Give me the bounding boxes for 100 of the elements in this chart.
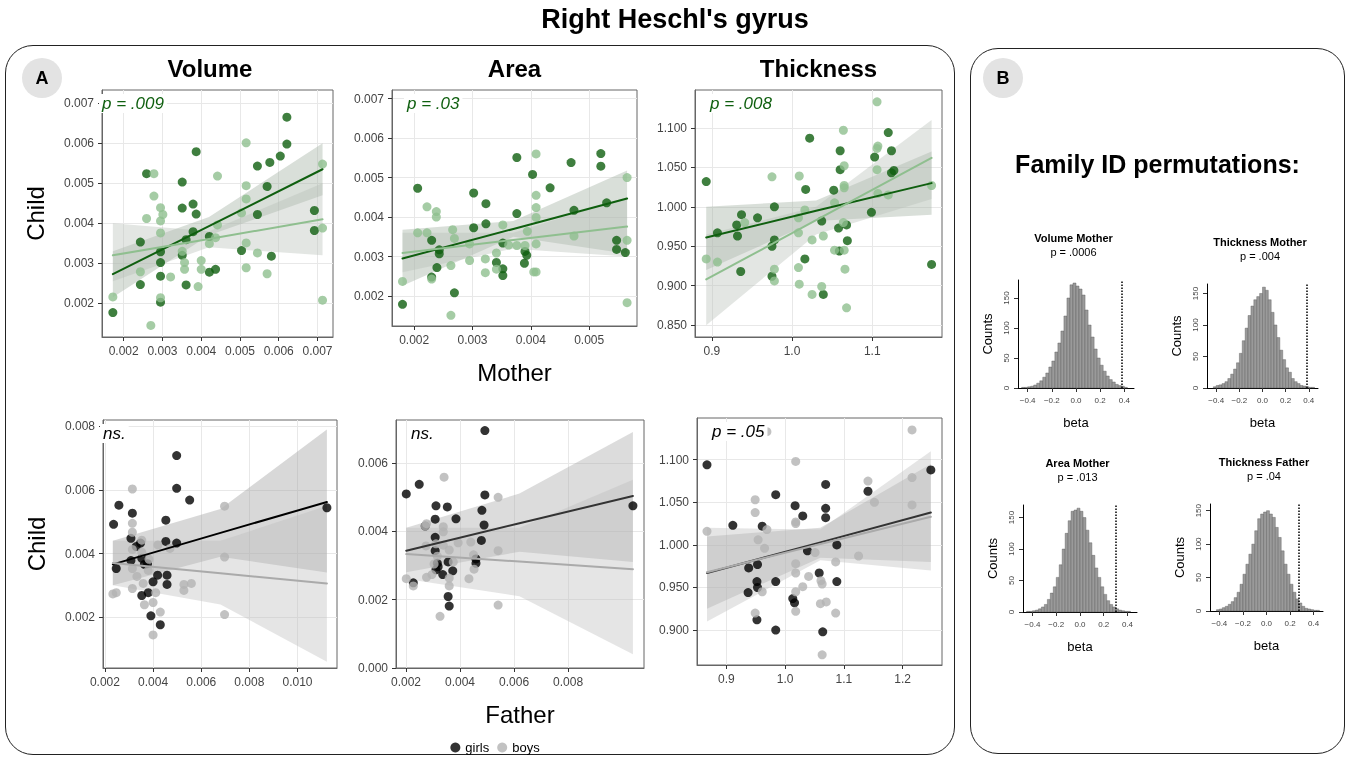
y-tick-label: 50 — [1001, 353, 1011, 363]
x-tick-label: 0.006 — [499, 675, 530, 689]
y-tick-label: 0.006 — [357, 455, 389, 470]
annotation: p = .009 — [101, 94, 165, 113]
y-tick-label: 0.850 — [656, 318, 688, 333]
y-tick-label: 1.050 — [656, 160, 688, 175]
annotation: p = .05 — [711, 422, 766, 441]
y-axis-title: Counts — [1172, 536, 1187, 579]
y-tick-label: 0 — [1190, 385, 1200, 391]
legend-label: boys — [512, 740, 541, 755]
y-tick-label: 0.004 — [64, 546, 96, 561]
y-axis-title: Counts — [985, 537, 1000, 580]
x-tick-label: 0.007 — [302, 344, 333, 358]
x-tick-label: 0.0 — [1070, 395, 1083, 405]
y-tick-label: 150 — [1190, 286, 1200, 301]
x-tick-label: 0.005 — [224, 344, 256, 358]
x-tick-label: 0.2 — [1094, 395, 1107, 405]
chart-subtitle: p = .04 — [1247, 469, 1281, 482]
y-tick-label: 0.004 — [353, 210, 385, 225]
annotation: ns. — [411, 424, 434, 443]
x-tick-label: 1.1 — [835, 672, 853, 686]
annotation: ns. — [103, 424, 126, 443]
chart-title: Volume — [167, 54, 253, 82]
x-tick-label: 0.004 — [138, 675, 169, 689]
x-axis-title: beta — [1253, 638, 1280, 653]
chart-title: Thickness Mother — [1213, 235, 1308, 248]
y-tick-label: 0.002 — [357, 592, 389, 607]
y-tick-label: 1.000 — [656, 199, 688, 214]
y-tick-label: 50 — [1006, 575, 1016, 585]
y-tick-label: 0.000 — [357, 661, 389, 675]
y-tick-label: 0 — [1006, 609, 1016, 615]
text: Right Heschl's gyrus — [540, 4, 810, 35]
y-tick-label: 1.000 — [658, 537, 690, 552]
annotation: p = .008 — [709, 94, 773, 113]
x-axis-title: beta — [1063, 415, 1090, 430]
letter-badge: A — [22, 58, 62, 98]
y-tick-label: 50 — [1193, 572, 1203, 583]
x-tick-label: 0.005 — [574, 333, 605, 347]
y-tick-label: 0.002 — [63, 296, 95, 311]
y-tick-label: 50 — [1190, 351, 1200, 361]
x-tick-label: 0.002 — [89, 675, 121, 689]
y-tick-label: 0.005 — [353, 170, 385, 185]
x-axis-title: Mother — [477, 358, 552, 386]
x-tick-label: 0.2 — [1284, 618, 1297, 628]
x-tick-label: 0.2 — [1098, 619, 1110, 629]
chart-title: Thickness Father — [1218, 455, 1310, 468]
x-tick-label: −0.2 — [1048, 619, 1065, 629]
x-tick-label: 1.2 — [894, 672, 912, 686]
chart-subtitle: p = .0006 — [1050, 245, 1097, 258]
y-tick-label: 0.005 — [63, 176, 95, 191]
chart-title: Volume Mother — [1034, 231, 1114, 244]
y-tick-label: 1.050 — [658, 495, 690, 510]
x-tick-label: −0.4 — [1208, 395, 1225, 405]
y-tick-label: 100 — [1190, 317, 1200, 332]
y-tick-label: 0.006 — [64, 482, 96, 497]
x-tick-label: 1.1 — [863, 344, 881, 358]
chart-title: Area Mother — [1045, 456, 1111, 469]
x-tick-label: 0.010 — [282, 675, 313, 689]
x-tick-label: 0.006 — [263, 344, 295, 358]
x-tick-label: 0.4 — [1118, 395, 1131, 405]
x-tick-label: 0.4 — [1303, 395, 1315, 405]
x-tick-label: 0.002 — [399, 333, 430, 347]
chart-title: Thickness — [759, 54, 878, 82]
x-tick-label: 0.0 — [1074, 619, 1087, 629]
chart-subtitle: p = .004 — [1239, 249, 1281, 262]
y-tick-label: 0.008 — [64, 419, 96, 434]
x-tick-label: 1.0 — [776, 672, 794, 686]
y-tick-label: 0.002 — [353, 289, 385, 304]
y-tick-label: 0 — [1001, 385, 1011, 391]
x-tick-label: 0.008 — [553, 675, 584, 689]
chart-title: Area — [487, 54, 542, 82]
y-tick-label: 1.100 — [658, 452, 690, 467]
y-tick-label: 0.006 — [353, 131, 385, 146]
legend-label: girls — [465, 740, 490, 755]
y-tick-label: 100 — [1006, 541, 1016, 556]
y-tick-label: 0 — [1193, 608, 1203, 614]
y-tick-label: 100 — [1193, 536, 1203, 551]
y-tick-label: 0.003 — [353, 249, 385, 264]
x-tick-label: 0.006 — [186, 675, 217, 689]
x-tick-label: 0.2 — [1280, 395, 1292, 405]
x-tick-label: 0.0 — [1260, 618, 1273, 628]
chart-subtitle: p = .013 — [1057, 470, 1098, 483]
x-tick-label: −0.2 — [1231, 395, 1248, 405]
x-tick-label: 0.9 — [718, 672, 736, 686]
y-tick-label: 0.004 — [63, 216, 95, 231]
y-tick-label: 0.007 — [63, 96, 95, 111]
x-tick-label: 0.004 — [186, 344, 217, 358]
x-tick-label: −0.4 — [1211, 618, 1228, 628]
x-tick-label: 0.003 — [147, 344, 178, 358]
y-tick-label: 0.900 — [656, 278, 688, 293]
letter-badge: B — [983, 58, 1023, 98]
annotation: p = .03 — [406, 94, 461, 113]
x-axis-title: Father — [485, 700, 555, 728]
x-tick-label: 0.4 — [1308, 618, 1320, 628]
y-tick-label: 0.950 — [656, 239, 688, 254]
y-tick-label: 0.900 — [658, 623, 690, 638]
x-tick-label: 0.0 — [1256, 395, 1269, 405]
x-tick-label: 0.008 — [234, 675, 265, 689]
y-tick-label: 0.003 — [63, 256, 95, 271]
y-axis-title: Child — [22, 516, 50, 572]
